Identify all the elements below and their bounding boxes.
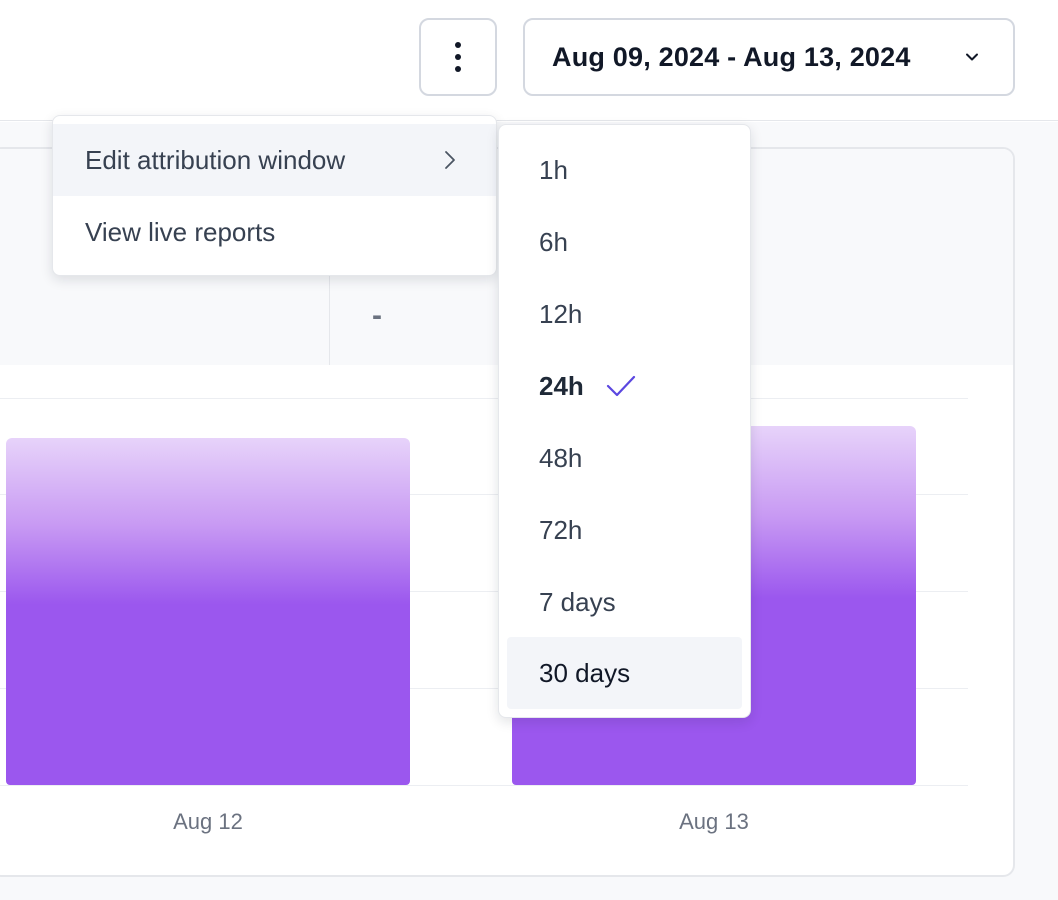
submenu-item-12h[interactable]: 12h — [507, 278, 742, 350]
more-options-menu: Edit attribution window View live report… — [52, 115, 497, 276]
submenu-item-6h[interactable]: 6h — [507, 206, 742, 278]
more-options-button[interactable] — [419, 18, 497, 96]
chart-gridline — [0, 688, 968, 689]
chart-gridline — [0, 398, 968, 399]
submenu-item-label: 6h — [539, 226, 568, 257]
top-bar: Aug 09, 2024 - Aug 13, 2024 — [0, 0, 1058, 121]
submenu-item-label: 72h — [539, 514, 583, 545]
menu-item-edit-attribution-window[interactable]: Edit attribution window — [53, 124, 496, 196]
submenu-item-label: 30 days — [539, 657, 631, 688]
submenu-item-label: 24h — [539, 370, 584, 401]
submenu-item-24h[interactable]: 24h — [507, 350, 742, 422]
submenu-item-48h[interactable]: 48h — [507, 422, 742, 494]
chart-gridline — [0, 494, 968, 495]
submenu-item-label: 12h — [539, 298, 583, 329]
x-tick-label: Aug 13 — [679, 809, 749, 834]
x-tick-label: Aug 12 — [173, 809, 243, 834]
menu-item-view-live-reports[interactable]: View live reports — [53, 196, 496, 268]
stat-value: - — [372, 299, 382, 332]
check-icon — [606, 375, 635, 397]
submenu-item-label: 48h — [539, 442, 583, 473]
submenu-item-30-days[interactable]: 30 days — [507, 637, 742, 709]
kebab-vertical-icon — [455, 42, 461, 72]
chevron-right-icon — [445, 151, 455, 169]
menu-item-label: Edit attribution window — [85, 144, 346, 175]
date-range-label: Aug 09, 2024 - Aug 13, 2024 — [552, 41, 911, 72]
menu-item-label: View live reports — [85, 216, 276, 247]
chart-bar[interactable] — [6, 438, 410, 785]
submenu-item-1h[interactable]: 1h — [507, 134, 742, 206]
chart-gridline — [0, 591, 968, 592]
date-range-picker[interactable]: Aug 09, 2024 - Aug 13, 2024 — [523, 18, 1015, 96]
submenu-item-label: 7 days — [539, 586, 616, 617]
chart-gridline — [0, 785, 968, 786]
attribution-window-submenu: 1h 6h 12h 24h 48h 72h 7 days 30 days — [498, 124, 751, 718]
submenu-item-7-days[interactable]: 7 days — [507, 566, 742, 638]
chevron-down-icon — [966, 53, 978, 61]
submenu-item-label: 1h — [539, 154, 568, 185]
submenu-item-72h[interactable]: 72h — [507, 494, 742, 566]
